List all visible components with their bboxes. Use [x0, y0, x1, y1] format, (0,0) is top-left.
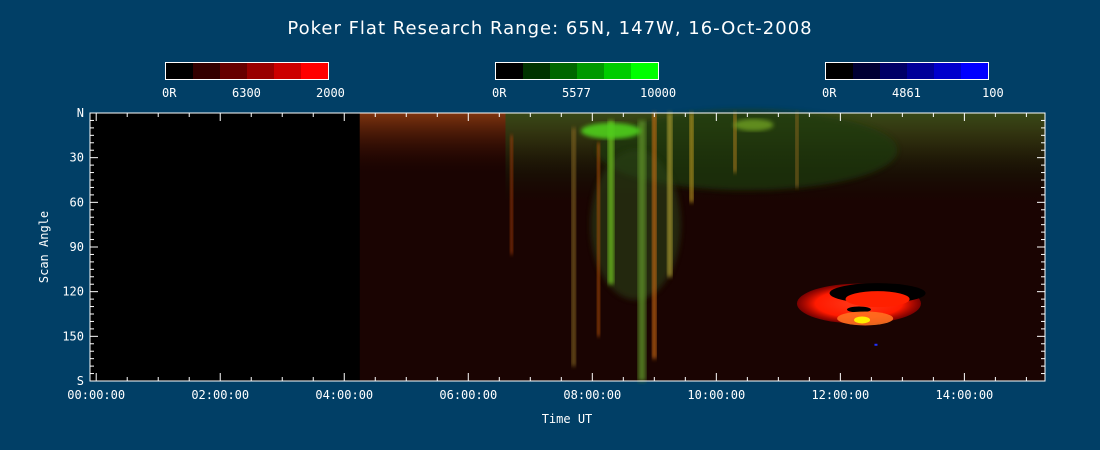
- x-tick-label: 02:00:00: [191, 388, 249, 402]
- aurora-streak: [795, 113, 799, 188]
- aurora-streak: [689, 113, 694, 203]
- y-tick-label: 30: [70, 151, 84, 165]
- colorbar-step: [550, 63, 577, 79]
- colorbar-step: [166, 63, 193, 79]
- aurora-streak: [733, 113, 737, 173]
- colorbar-5577: [495, 62, 659, 80]
- aurora-streak: [510, 135, 514, 255]
- x-axis: 00:00:00 02:00:00 04:00:00 06:00:00 08:00:00…: [67, 113, 1027, 402]
- colorbar-4861: [825, 62, 989, 80]
- x-tick-label: 14:00:00: [935, 388, 993, 402]
- blob-ring: [845, 291, 910, 308]
- y-tick-label: 150: [62, 329, 84, 343]
- aurora-image: [359, 110, 1046, 381]
- x-tick-label: 04:00:00: [315, 388, 373, 402]
- colorbar-step: [496, 63, 523, 79]
- substorm-haze: [590, 149, 681, 300]
- colorbar-step: [301, 63, 328, 79]
- green-arc: [580, 122, 641, 139]
- y-tick-label: S: [77, 374, 84, 388]
- blob-bright-spot: [854, 316, 871, 324]
- colorbar-6300: [165, 62, 329, 80]
- colorbar-step: [577, 63, 604, 79]
- colorbar-step: [631, 63, 658, 79]
- colorbar-6300-wavelength: 6300: [232, 86, 261, 100]
- colorbar-step: [220, 63, 247, 79]
- y-tick-label: N: [77, 106, 84, 120]
- green-arc: [733, 118, 774, 131]
- y-tick-label: 120: [62, 285, 84, 299]
- colorbar-step: [274, 63, 301, 79]
- x-tick-label: 12:00:00: [811, 388, 869, 402]
- x-tick-label: 10:00:00: [687, 388, 745, 402]
- colorbar-step: [880, 63, 907, 79]
- blue-pixel: [874, 343, 878, 346]
- colorbar-4861-high-label: 100: [982, 86, 1004, 100]
- colorbar-5577-wavelength: 5577: [562, 86, 591, 100]
- aurora-streak: [637, 120, 646, 381]
- colorbar-step: [853, 63, 880, 79]
- aurora-streak: [667, 113, 673, 277]
- colorbar-step: [247, 63, 274, 79]
- colorbar-step: [961, 63, 988, 79]
- colorbar-step: [193, 63, 220, 79]
- colorbar-5577-low-label: 0R: [492, 86, 507, 100]
- colorbar-6300-low-label: 0R: [162, 86, 177, 100]
- aurora-streak: [607, 120, 614, 285]
- colorbar-step: [604, 63, 631, 79]
- colorbar-4861-low-label: 0R: [822, 86, 837, 100]
- colorbar-6300-high-label: 2000: [316, 86, 345, 100]
- colorbar-step: [826, 63, 853, 79]
- y-tick-label: 90: [70, 240, 84, 254]
- colorbar-step: [907, 63, 934, 79]
- chart-title: Poker Flat Research Range: 65N, 147W, 16…: [287, 18, 813, 39]
- blob-dark-core: [846, 306, 871, 313]
- x-tick-label: 08:00:00: [563, 388, 621, 402]
- y-axis: N 30 60 90 120 150 S: [62, 106, 1045, 388]
- aurora-streak: [597, 142, 601, 337]
- colorbar-5577-high-label: 10000: [640, 86, 677, 100]
- aurora-streak: [571, 127, 576, 367]
- y-axis-label: Scan Angle: [37, 211, 51, 283]
- aurora-streak: [652, 113, 657, 359]
- colorbar-4861-wavelength: 4861: [892, 86, 921, 100]
- green-canopy: [597, 110, 898, 191]
- x-axis-label: Time UT: [542, 412, 593, 426]
- colorbar-step: [934, 63, 961, 79]
- x-tick-label: 00:00:00: [67, 388, 125, 402]
- colorbar-step: [523, 63, 550, 79]
- y-tick-label: 60: [70, 195, 84, 209]
- x-tick-label: 06:00:00: [439, 388, 497, 402]
